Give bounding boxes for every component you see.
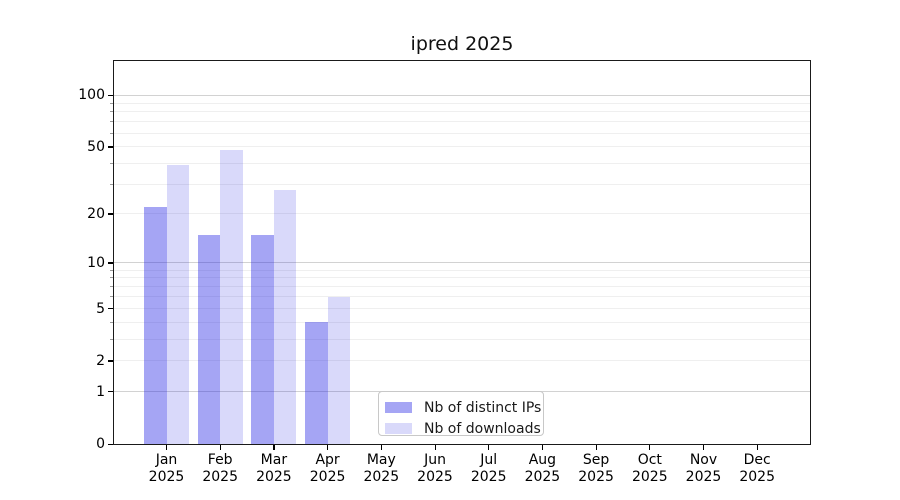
y-axis-tick (108, 262, 113, 264)
y-tick-label: 10 (87, 254, 105, 271)
y-tick-label: 0 (96, 436, 105, 452)
gridline (114, 162, 810, 164)
y-tick-label: 20 (87, 205, 105, 222)
x-tick-label: Aug 2025 (524, 452, 561, 485)
gridline (114, 308, 810, 310)
y-axis-tick (108, 146, 113, 148)
x-axis-tick (219, 445, 221, 450)
downloads-swatch (385, 423, 412, 434)
y-axis-minor-tick (110, 296, 113, 298)
x-tick-label: Jun 2025 (417, 452, 453, 485)
x-axis-tick (595, 445, 597, 450)
x-axis-tick (380, 445, 382, 450)
x-axis-tick (166, 445, 168, 450)
y-tick-label: 100 (78, 87, 105, 104)
y-tick-label: 5 (96, 300, 105, 317)
x-tick-label: May 2025 (363, 452, 400, 485)
gridline (114, 269, 810, 271)
x-tick-label: Nov 2025 (685, 452, 722, 485)
gridline (114, 111, 810, 113)
bar-downloads (327, 296, 351, 444)
gridline (114, 146, 810, 148)
y-axis-minor-tick (110, 184, 113, 186)
gridline (114, 102, 810, 104)
y-axis-minor-tick (110, 102, 113, 104)
gridline (114, 338, 810, 340)
legend: Nb of distinct IPs Nb of downloads (378, 391, 544, 439)
bar-downloads (166, 165, 189, 444)
x-tick-label: Mar 2025 (256, 452, 292, 485)
gridline (114, 277, 810, 279)
x-tick-label: Apr 2025 (309, 452, 346, 485)
gridline (114, 132, 810, 134)
bar-distinct-ips (197, 234, 221, 444)
bar-downloads (273, 189, 297, 444)
gridline (114, 286, 810, 288)
gridline (114, 94, 810, 96)
y-axis-minor-tick (110, 269, 113, 271)
legend-label: Nb of downloads (424, 420, 541, 437)
x-tick-label: Oct 2025 (631, 452, 668, 485)
distinct-ips-swatch (385, 402, 412, 413)
gridline (114, 321, 810, 323)
chart-title: ipred 2025 (410, 33, 514, 55)
gridline (114, 360, 810, 362)
x-axis-tick (541, 445, 544, 450)
x-axis-tick (488, 445, 490, 450)
plot-area (113, 60, 811, 445)
x-tick-label: Jan 2025 (148, 452, 185, 485)
y-axis-tick (108, 360, 113, 362)
y-axis-tick (108, 391, 113, 393)
y-axis-tick (108, 94, 113, 96)
x-axis-tick (703, 445, 705, 450)
x-axis-tick (649, 445, 651, 450)
y-axis-minor-tick (110, 132, 113, 134)
y-axis-minor-tick (110, 338, 113, 340)
y-axis-minor-tick (110, 286, 113, 288)
y-axis-tick (108, 308, 113, 310)
bar-distinct-ips (251, 234, 274, 444)
x-tick-label: Jul 2025 (470, 452, 507, 485)
y-tick-label: 2 (96, 352, 105, 369)
x-axis-tick (756, 445, 758, 450)
y-axis-minor-tick (110, 321, 113, 323)
x-tick-label: Sep 2025 (578, 452, 614, 485)
x-axis-tick (327, 445, 329, 450)
bar-distinct-ips (144, 207, 167, 444)
y-tick-label: 1 (96, 383, 105, 400)
y-axis-minor-tick (110, 121, 113, 123)
bar-distinct-ips (305, 322, 328, 444)
x-tick-label: Feb 2025 (202, 452, 238, 485)
y-axis-minor-tick (110, 277, 113, 279)
y-tick-label: 50 (87, 138, 105, 155)
x-axis-tick (434, 445, 436, 450)
x-axis-tick (273, 445, 275, 450)
gridline (114, 121, 810, 123)
gridline (114, 213, 810, 215)
legend-label: Nb of distinct IPs (424, 399, 542, 416)
y-axis-tick (108, 213, 113, 215)
legend-item-downloads: Nb of downloads (385, 418, 543, 439)
gridline (114, 184, 810, 186)
x-tick-label: Dec 2025 (739, 452, 775, 485)
gridline (114, 262, 810, 264)
y-axis-minor-tick (110, 162, 113, 164)
bar-downloads (220, 149, 243, 444)
legend-item-distinct-ips: Nb of distinct IPs (385, 397, 543, 418)
y-axis-tick (108, 443, 113, 445)
y-axis-minor-tick (110, 111, 113, 113)
gridline (114, 296, 810, 298)
